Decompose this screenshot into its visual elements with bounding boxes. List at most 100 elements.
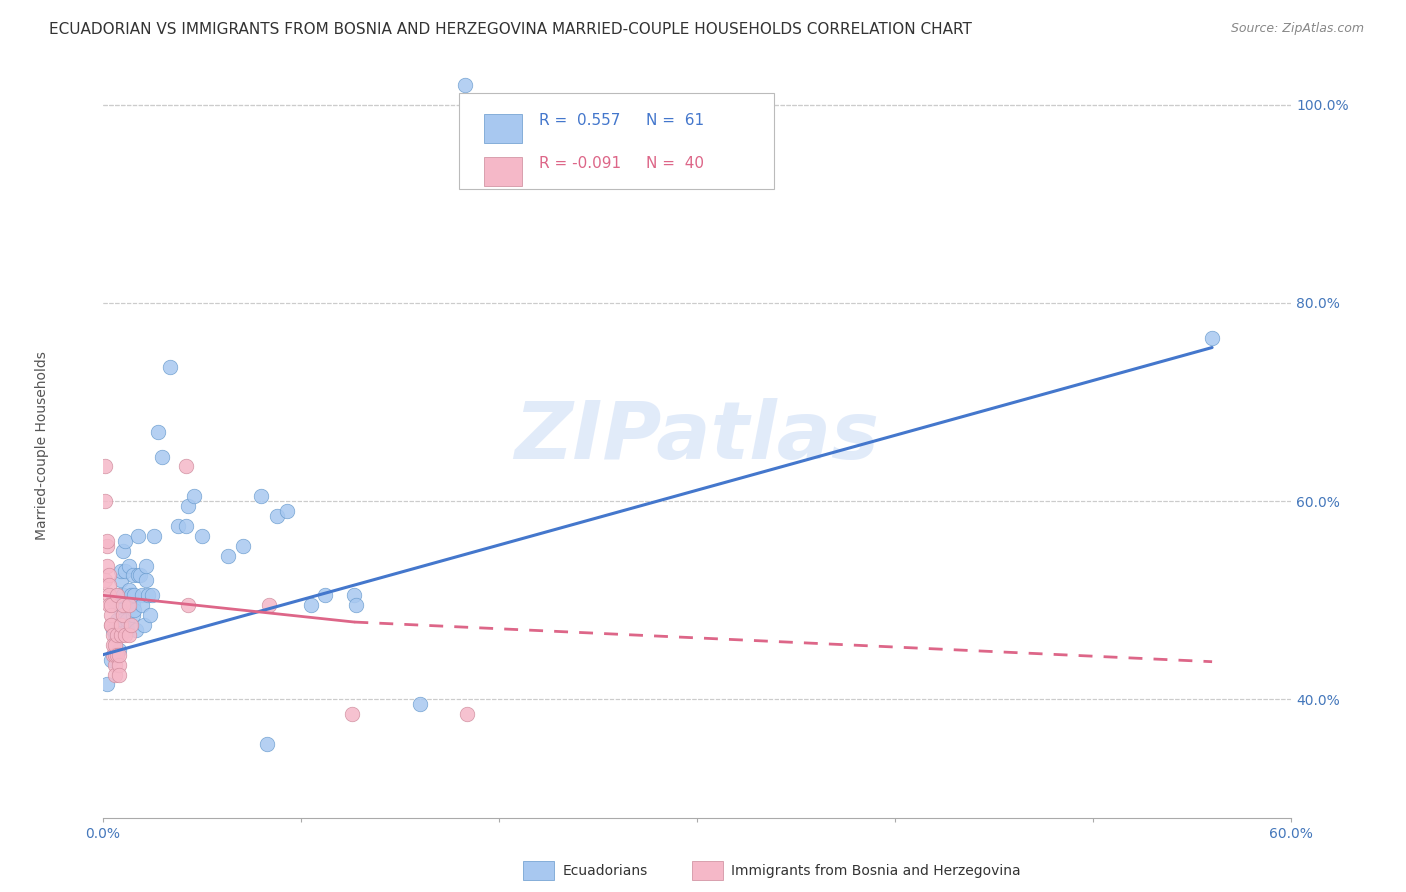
Point bbox=[110, 574, 132, 588]
Point bbox=[115, 623, 138, 637]
Point bbox=[111, 613, 134, 627]
Point bbox=[342, 707, 364, 722]
Point bbox=[299, 598, 322, 612]
Point bbox=[111, 543, 134, 558]
Point bbox=[250, 489, 273, 503]
Point bbox=[105, 628, 128, 642]
Point bbox=[115, 613, 138, 627]
Point bbox=[96, 533, 118, 548]
Point bbox=[344, 598, 367, 612]
Point bbox=[101, 638, 124, 652]
Point bbox=[1201, 330, 1223, 344]
Point bbox=[97, 598, 120, 612]
Text: ZIPatlas: ZIPatlas bbox=[515, 398, 880, 475]
Point bbox=[104, 648, 127, 662]
Point bbox=[104, 657, 127, 672]
Point bbox=[121, 568, 143, 582]
Text: Ecuadorians: Ecuadorians bbox=[562, 864, 648, 879]
Point bbox=[167, 519, 190, 533]
FancyBboxPatch shape bbox=[484, 157, 523, 186]
Point bbox=[94, 459, 117, 474]
Point bbox=[276, 504, 298, 518]
Point bbox=[107, 648, 129, 662]
Point bbox=[127, 568, 149, 582]
Point bbox=[114, 564, 136, 578]
Point bbox=[135, 558, 157, 573]
Point bbox=[159, 360, 181, 375]
Point bbox=[117, 598, 139, 612]
Point bbox=[101, 628, 124, 642]
Point bbox=[127, 529, 149, 543]
Point bbox=[105, 588, 128, 602]
Point bbox=[97, 568, 120, 582]
Point bbox=[343, 588, 366, 602]
Point bbox=[183, 489, 205, 503]
Text: N =  61: N = 61 bbox=[645, 112, 704, 128]
Point bbox=[110, 628, 132, 642]
Point bbox=[101, 623, 124, 637]
Point bbox=[135, 574, 157, 588]
Point bbox=[314, 588, 336, 602]
FancyBboxPatch shape bbox=[484, 114, 523, 143]
Point bbox=[120, 618, 142, 632]
Point bbox=[94, 574, 117, 588]
Point bbox=[174, 519, 197, 533]
Point bbox=[110, 603, 132, 617]
Point bbox=[110, 564, 132, 578]
Point bbox=[125, 623, 148, 637]
Point bbox=[117, 628, 139, 642]
Point bbox=[107, 657, 129, 672]
Point bbox=[101, 648, 124, 662]
Point bbox=[191, 529, 214, 543]
FancyBboxPatch shape bbox=[460, 94, 775, 189]
Point bbox=[117, 558, 139, 573]
Point bbox=[100, 618, 122, 632]
Point bbox=[256, 737, 278, 751]
Point bbox=[104, 667, 127, 681]
Point bbox=[111, 598, 134, 612]
Point bbox=[124, 603, 146, 617]
Point bbox=[100, 598, 122, 612]
Text: Married-couple Households: Married-couple Households bbox=[35, 351, 49, 541]
Text: ECUADORIAN VS IMMIGRANTS FROM BOSNIA AND HERZEGOVINA MARRIED-COUPLE HOUSEHOLDS C: ECUADORIAN VS IMMIGRANTS FROM BOSNIA AND… bbox=[49, 22, 972, 37]
Point bbox=[104, 638, 127, 652]
Point bbox=[150, 450, 173, 464]
Text: Immigrants from Bosnia and Herzegovina: Immigrants from Bosnia and Herzegovina bbox=[731, 864, 1021, 879]
Point bbox=[139, 608, 162, 623]
Point bbox=[177, 499, 200, 513]
Point bbox=[138, 588, 160, 602]
Point bbox=[101, 593, 124, 607]
Point bbox=[107, 642, 129, 657]
Point bbox=[121, 598, 143, 612]
Point bbox=[111, 588, 134, 602]
Point bbox=[148, 425, 170, 439]
Point bbox=[104, 628, 127, 642]
Text: Source: ZipAtlas.com: Source: ZipAtlas.com bbox=[1230, 22, 1364, 36]
Point bbox=[105, 648, 128, 662]
Point bbox=[131, 598, 153, 612]
Point bbox=[105, 588, 128, 602]
Point bbox=[105, 613, 128, 627]
Point bbox=[121, 608, 143, 623]
Point bbox=[266, 508, 288, 523]
Point bbox=[177, 598, 200, 612]
Point bbox=[97, 578, 120, 592]
Text: N =  40: N = 40 bbox=[645, 156, 704, 171]
Point bbox=[174, 459, 197, 474]
Point bbox=[114, 533, 136, 548]
Point bbox=[100, 618, 122, 632]
Point bbox=[409, 698, 432, 712]
Text: R = -0.091: R = -0.091 bbox=[538, 156, 621, 171]
Point bbox=[141, 588, 163, 602]
Point bbox=[100, 608, 122, 623]
Point bbox=[94, 494, 117, 508]
Point bbox=[107, 623, 129, 637]
Point bbox=[96, 539, 118, 553]
Point bbox=[107, 667, 129, 681]
Point bbox=[96, 677, 118, 691]
Point bbox=[124, 588, 146, 602]
Point bbox=[134, 618, 156, 632]
Point bbox=[143, 529, 166, 543]
Point bbox=[97, 588, 120, 602]
Point bbox=[454, 78, 477, 92]
